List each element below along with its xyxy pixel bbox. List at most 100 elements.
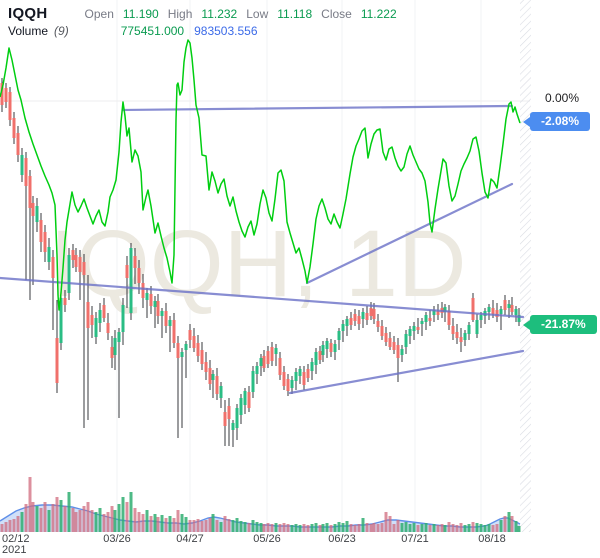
- candle-down: [63, 298, 67, 305]
- candle-down: [172, 320, 176, 343]
- candle-down: [133, 256, 137, 268]
- volume-bar: [479, 524, 483, 532]
- volume-bar: [35, 506, 39, 532]
- trendline-descending-resistance[interactable]: [0, 276, 525, 319]
- candle-up: [239, 398, 243, 415]
- volume-bar: [164, 518, 168, 532]
- candle-up: [325, 341, 329, 349]
- volume-bar: [380, 523, 384, 532]
- trendline-ascending-support-steep[interactable]: [305, 182, 514, 285]
- volume-bar: [180, 514, 184, 532]
- candle-down: [286, 379, 290, 391]
- candle-down: [0, 83, 4, 105]
- candle-up: [432, 310, 436, 315]
- candle-down: [451, 326, 455, 334]
- candle-up: [463, 333, 467, 340]
- high-value: 11.232: [201, 7, 238, 21]
- x-axis-year-label: 2021: [2, 544, 27, 556]
- volume-bar: [278, 524, 282, 532]
- candle-down: [110, 347, 114, 358]
- candle-up: [487, 307, 491, 312]
- candle-up: [255, 366, 259, 374]
- volume-bar: [74, 512, 78, 532]
- volume-period: (9): [54, 24, 69, 38]
- symbol-change-badge[interactable]: -21.87%: [523, 315, 597, 334]
- volume-bar: [372, 523, 376, 532]
- candle-down: [24, 158, 28, 186]
- x-axis-label: 02/12: [2, 533, 30, 545]
- candle-down: [8, 92, 12, 120]
- x-axis-label: 08/18: [478, 533, 506, 545]
- compare-series-line[interactable]: [0, 39, 521, 311]
- volume-bar: [306, 525, 310, 532]
- candle-down: [503, 300, 507, 310]
- candle-down: [266, 351, 270, 364]
- volume-bar: [491, 525, 495, 532]
- volume-bar: [290, 525, 294, 532]
- trendline-ascending-support-low[interactable]: [288, 349, 525, 395]
- candle-down: [16, 133, 20, 155]
- volume-bar: [86, 502, 90, 532]
- zero-percent-label: 0.00%: [545, 91, 580, 105]
- volume-bar: [274, 523, 278, 532]
- volume-bar: [176, 510, 180, 532]
- volume-bar: [208, 518, 212, 532]
- volume-value: 775451.000: [120, 24, 185, 38]
- volume-bar: [55, 497, 59, 532]
- candle-up: [479, 315, 483, 320]
- volume-bar: [153, 514, 157, 532]
- candle-up: [310, 362, 314, 371]
- candle-up: [290, 380, 294, 388]
- volume-bar: [129, 492, 133, 532]
- candle-up: [117, 332, 121, 342]
- volume-bar: [259, 523, 263, 532]
- volume-bar: [365, 523, 369, 532]
- candle-down: [376, 321, 380, 327]
- candle-up: [180, 352, 184, 357]
- candle-down: [262, 356, 266, 368]
- candle-down: [164, 311, 168, 326]
- candle-up: [467, 325, 471, 334]
- volume-bar: [125, 502, 129, 532]
- volume-bar: [376, 524, 380, 532]
- volume-bar: [204, 520, 208, 532]
- volume-bar: [215, 520, 219, 532]
- candle-down: [270, 347, 274, 361]
- volume-bar: [432, 524, 436, 532]
- volume-bar: [298, 525, 302, 532]
- volume-bar: [369, 524, 373, 532]
- candle-down: [86, 302, 90, 328]
- volume-label[interactable]: Volume: [8, 24, 49, 38]
- candle-up: [121, 305, 125, 332]
- volume-bar: [160, 515, 164, 532]
- volume-bar: [412, 523, 416, 532]
- volume-bar: [408, 524, 412, 532]
- candle-down: [43, 232, 47, 252]
- candle-up: [98, 310, 102, 323]
- volume-bar: [219, 522, 223, 532]
- volume-bar: [270, 524, 274, 532]
- volume-bar: [487, 524, 491, 532]
- volume-bar: [141, 514, 145, 532]
- volume-bar: [341, 523, 345, 532]
- volume-bar: [231, 520, 235, 532]
- candle-up: [251, 371, 255, 392]
- volume-bar: [59, 500, 63, 532]
- candle-down: [349, 318, 353, 325]
- volume-bar: [400, 523, 404, 532]
- candle-up: [35, 206, 39, 222]
- volume-bar: [20, 512, 24, 532]
- trendline-horizontal-resistance[interactable]: [121, 104, 514, 112]
- x-axis-label: 06/23: [328, 533, 356, 545]
- volume-bar: [443, 525, 447, 532]
- volume-bar: [495, 524, 499, 532]
- candle-up: [499, 309, 503, 314]
- compare-change-badge[interactable]: -2.08%: [522, 112, 591, 131]
- candle-up: [168, 320, 172, 326]
- symbol-name[interactable]: IQQH: [8, 5, 48, 22]
- volume-bar: [223, 516, 227, 532]
- volume-bar: [121, 497, 125, 532]
- candle-down: [31, 203, 35, 216]
